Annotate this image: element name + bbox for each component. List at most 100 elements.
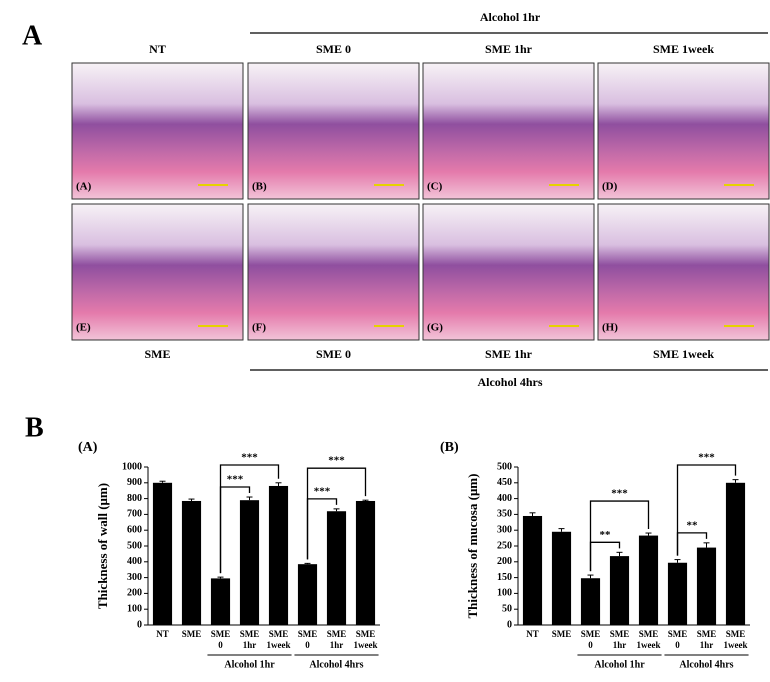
column-header: SME 1hr xyxy=(485,347,533,361)
significance-label: *** xyxy=(241,452,258,464)
bar xyxy=(297,564,318,625)
x-tick-label: SME 1hr xyxy=(240,629,260,650)
column-header: SME 0 xyxy=(316,42,351,56)
y-tick-label: 50 xyxy=(502,603,512,614)
histology-image xyxy=(422,203,595,341)
group-label: Alcohol 1hr xyxy=(480,10,541,24)
y-axis-label: Thickness of mucosa (μm) xyxy=(465,474,480,619)
group-label: Alcohol 4hrs xyxy=(679,659,733,670)
group-label: Alcohol 1hr xyxy=(594,659,645,670)
y-tick-label: 600 xyxy=(127,524,142,535)
chart-title: (A) xyxy=(78,440,98,455)
panel-label: A xyxy=(22,20,43,51)
y-tick-label: 400 xyxy=(497,493,512,504)
x-tick-label: SME 1week xyxy=(354,629,378,650)
column-header: SME 1hr xyxy=(485,42,533,56)
histology-image xyxy=(422,62,595,200)
group-label: Alcohol 4hrs xyxy=(309,659,363,670)
image-label: (F) xyxy=(252,322,266,334)
y-tick-label: 200 xyxy=(497,556,512,567)
y-tick-label: 900 xyxy=(127,477,142,488)
histology-image xyxy=(247,62,420,200)
column-header: SME 1week xyxy=(653,347,714,361)
image-label: (H) xyxy=(602,322,618,334)
x-tick-label: SME xyxy=(552,629,572,639)
x-tick-label: SME 0 xyxy=(668,629,688,650)
group-label: Alcohol 1hr xyxy=(224,659,275,670)
significance-label: *** xyxy=(227,474,244,486)
y-tick-label: 700 xyxy=(127,509,142,520)
bar xyxy=(696,547,717,625)
y-tick-label: 450 xyxy=(497,477,512,488)
y-tick-label: 300 xyxy=(497,524,512,535)
bar xyxy=(181,500,202,625)
histology-image xyxy=(597,62,770,200)
y-tick-label: 1000 xyxy=(122,461,142,472)
bar xyxy=(268,485,289,625)
histology-image xyxy=(597,203,770,341)
bar xyxy=(326,511,347,625)
y-tick-label: 500 xyxy=(127,540,142,551)
x-tick-label: SME 1hr xyxy=(327,629,347,650)
significance-label: ** xyxy=(600,529,612,541)
significance-bracket xyxy=(589,500,650,572)
column-header: SME 1week xyxy=(653,42,714,56)
significance-label: *** xyxy=(328,455,345,467)
y-tick-label: 250 xyxy=(497,540,512,551)
significance-label: *** xyxy=(314,485,331,497)
x-tick-label: SME 0 xyxy=(298,629,318,650)
group-label: Alcohol 4hrs xyxy=(477,375,542,389)
x-tick-label: SME 1week xyxy=(637,629,661,650)
significance-label: *** xyxy=(611,488,628,500)
significance-bracket xyxy=(306,467,367,560)
column-header: SME xyxy=(144,347,170,361)
bar xyxy=(609,556,630,625)
bar xyxy=(210,578,231,625)
image-label: (B) xyxy=(252,181,267,193)
histology-image xyxy=(247,203,420,341)
y-tick-label: 0 xyxy=(137,619,142,630)
x-tick-label: NT xyxy=(156,629,169,639)
panel-label: B xyxy=(25,412,44,443)
image-label: (C) xyxy=(427,181,443,193)
y-tick-label: 100 xyxy=(127,603,142,614)
image-label: (D) xyxy=(602,181,618,193)
bar xyxy=(580,578,601,625)
significance-bracket xyxy=(676,464,737,556)
x-tick-label: SME 0 xyxy=(211,629,231,650)
y-tick-label: 100 xyxy=(497,588,512,599)
bar xyxy=(638,535,659,625)
x-tick-label: SME xyxy=(182,629,202,639)
image-label: (E) xyxy=(76,322,91,334)
y-axis-label: Thickness of wall (μm) xyxy=(95,483,110,609)
x-tick-label: SME 1week xyxy=(267,629,291,650)
significance-label: ** xyxy=(687,519,699,531)
bar xyxy=(152,482,173,625)
y-tick-label: 500 xyxy=(497,461,512,472)
y-tick-label: 200 xyxy=(127,588,142,599)
y-tick-label: 350 xyxy=(497,509,512,520)
x-tick-label: SME 1hr xyxy=(697,629,717,650)
column-header: SME 0 xyxy=(316,347,351,361)
bar xyxy=(355,500,376,625)
y-tick-label: 0 xyxy=(507,619,512,630)
column-header: NT xyxy=(149,42,166,56)
y-tick-label: 400 xyxy=(127,556,142,567)
y-tick-label: 150 xyxy=(497,572,512,583)
bar xyxy=(551,531,572,625)
histology-image xyxy=(71,203,244,341)
bar xyxy=(239,500,260,625)
y-tick-label: 800 xyxy=(127,493,142,504)
histology-image xyxy=(71,62,244,200)
image-label: (A) xyxy=(76,181,92,193)
x-tick-label: NT xyxy=(526,629,539,639)
x-tick-label: SME 0 xyxy=(581,629,601,650)
y-tick-label: 300 xyxy=(127,572,142,583)
significance-bracket xyxy=(219,464,280,574)
x-tick-label: SME 1week xyxy=(724,629,748,650)
bar xyxy=(522,515,543,625)
significance-label: *** xyxy=(698,452,715,464)
bar xyxy=(725,482,746,625)
x-tick-label: SME 1hr xyxy=(610,629,630,650)
chart-title: (B) xyxy=(440,440,459,455)
